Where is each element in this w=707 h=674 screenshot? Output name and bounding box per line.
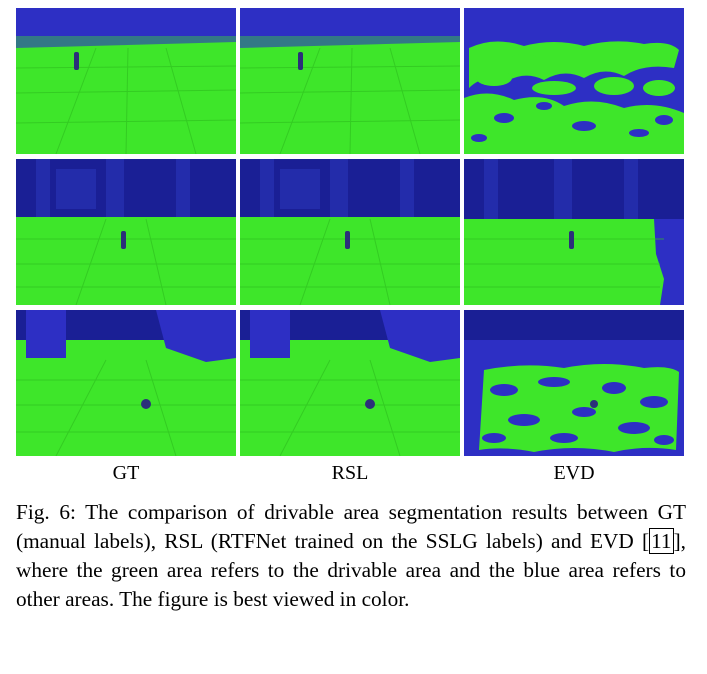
image-row1-rsl xyxy=(240,8,460,154)
figure-caption: Fig. 6: The comparison of drivable area … xyxy=(16,498,686,614)
image-row2-gt xyxy=(16,159,236,305)
caption-prefix: Fig. 6: xyxy=(16,500,76,524)
figure-grid xyxy=(16,8,684,458)
image-row3-rsl xyxy=(240,310,460,456)
image-row3-evd xyxy=(464,310,684,456)
image-row2-rsl xyxy=(240,159,460,305)
caption-text-1: The comparison of drivable area segmenta… xyxy=(16,500,686,553)
column-label-evd: EVD xyxy=(553,462,595,484)
image-row2-evd xyxy=(464,159,684,305)
column-label-rsl: RSL xyxy=(331,462,369,484)
image-row1-gt xyxy=(16,8,236,154)
caption-text-2: ], where the green area refers to the dr… xyxy=(16,529,686,611)
citation-link[interactable]: 11 xyxy=(649,528,674,554)
image-row1-evd xyxy=(464,8,684,154)
column-label-gt: GT xyxy=(112,462,140,484)
image-row3-gt xyxy=(16,310,236,456)
